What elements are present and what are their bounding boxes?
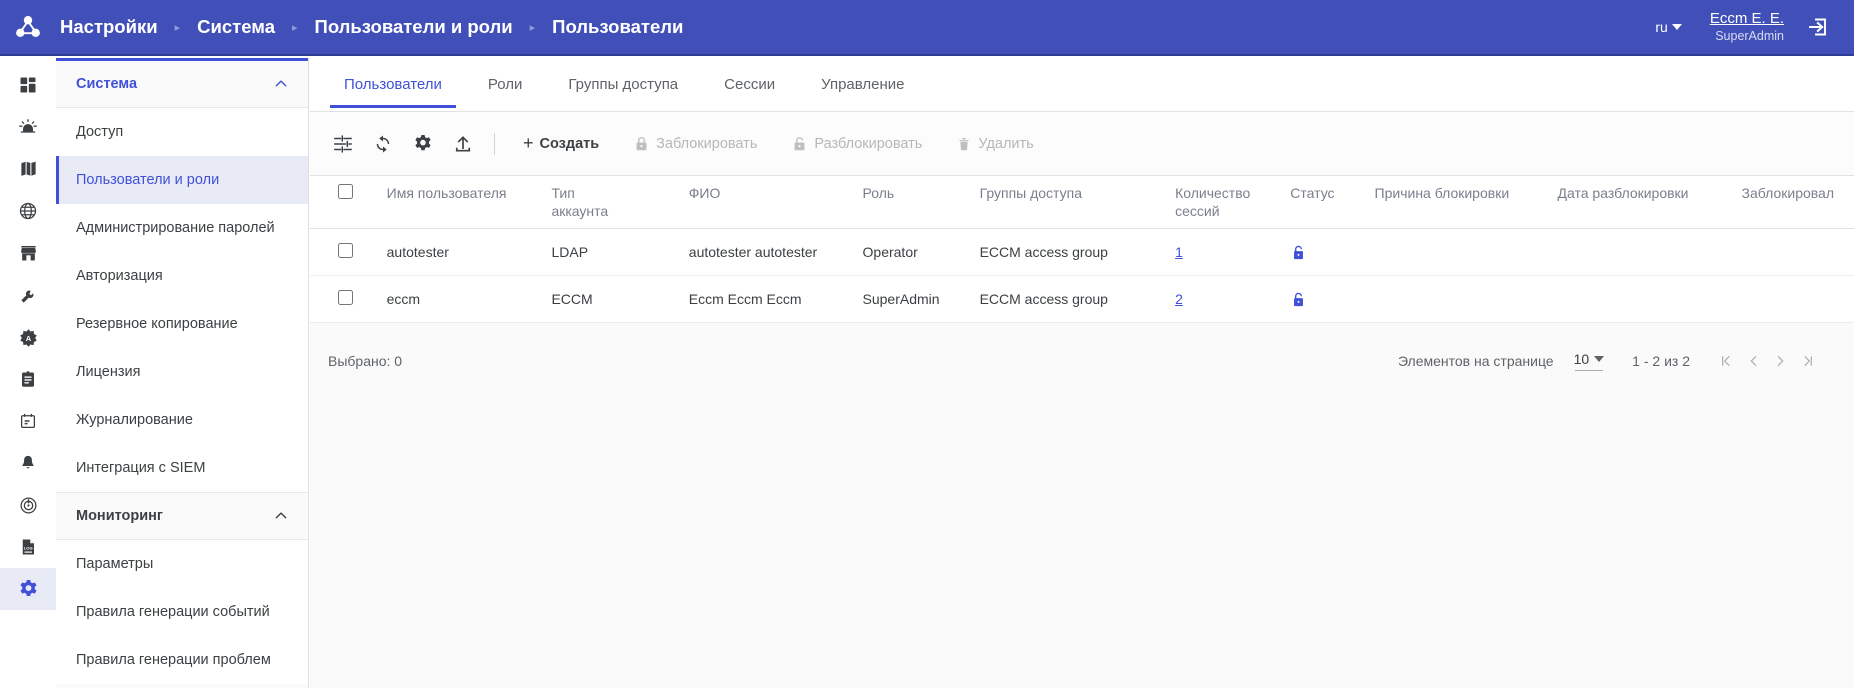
- svg-text:LOG: LOG: [24, 546, 33, 551]
- svg-text:A: A: [25, 333, 31, 342]
